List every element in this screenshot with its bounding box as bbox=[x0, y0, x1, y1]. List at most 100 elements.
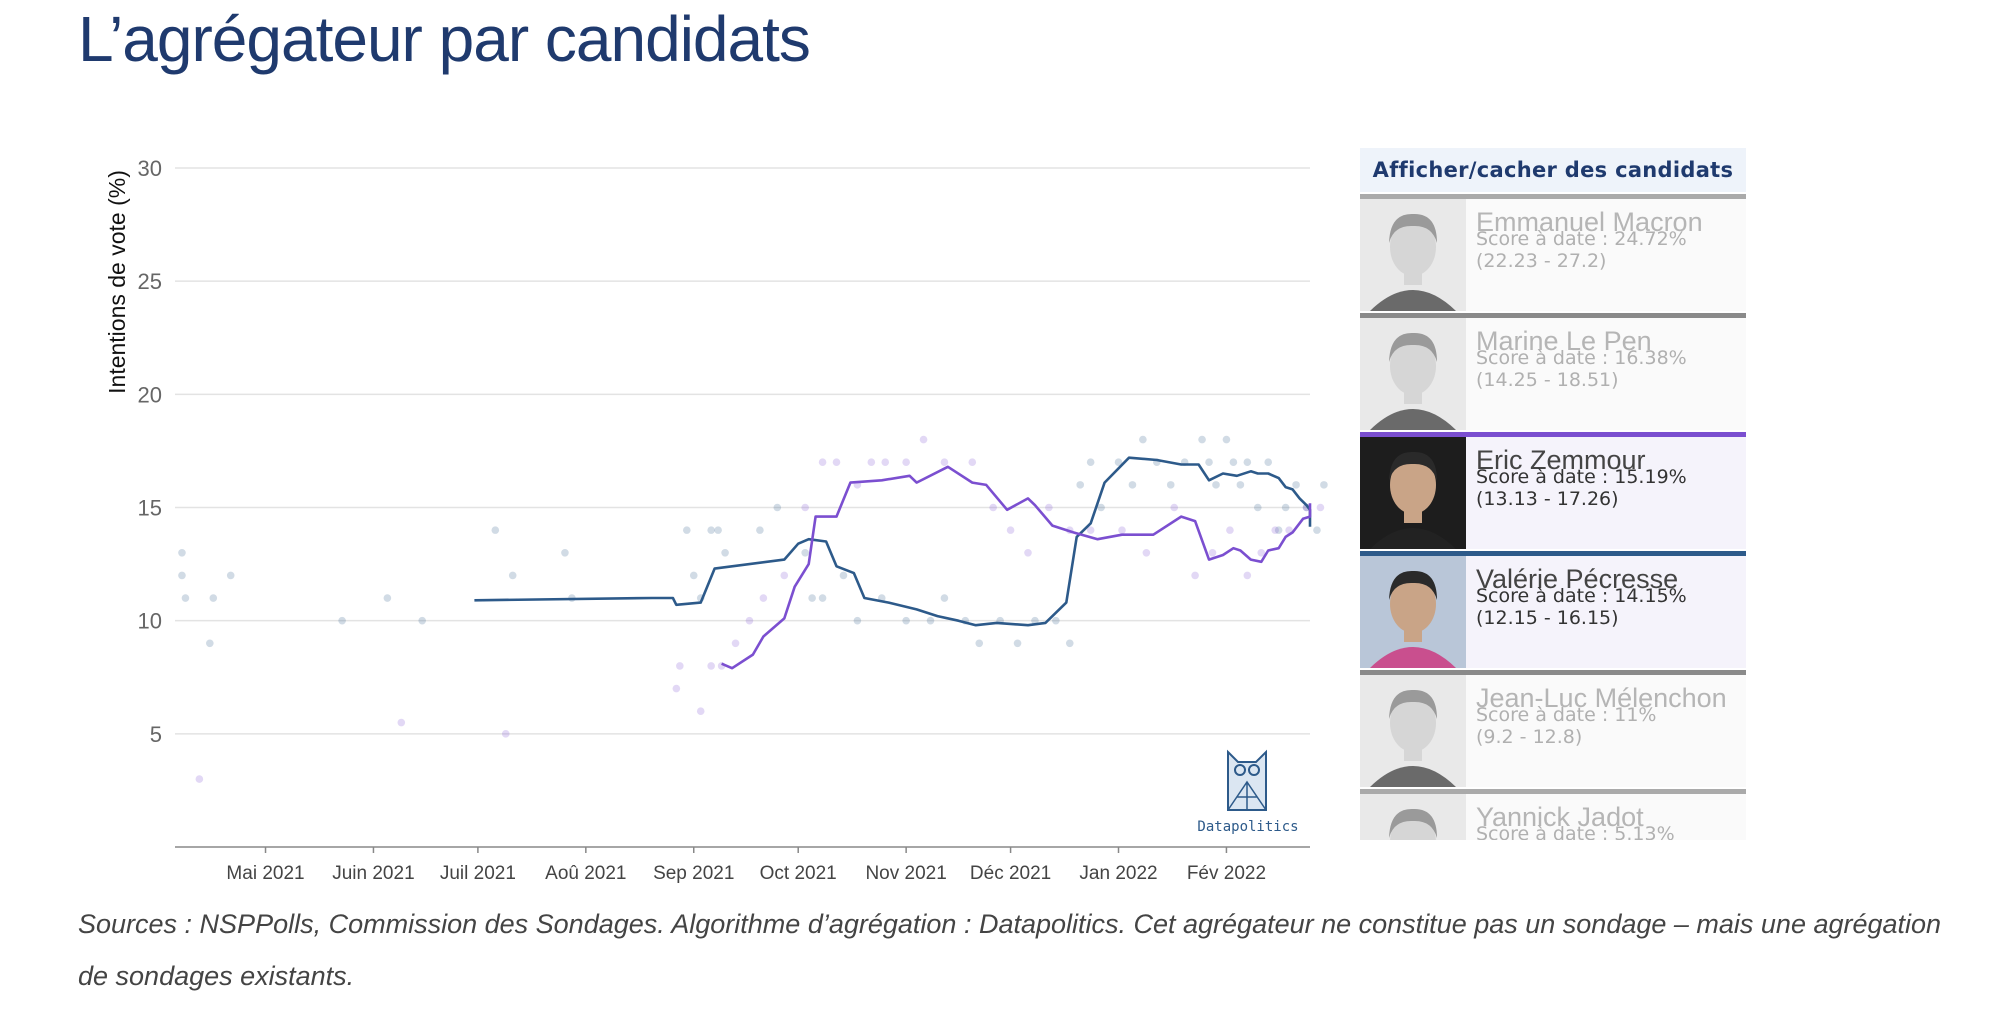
y-tick-label: 30 bbox=[138, 156, 162, 181]
pecresse-photo-icon bbox=[1360, 556, 1466, 668]
poll-point bbox=[773, 503, 782, 512]
poll-point bbox=[853, 616, 862, 625]
poll-point bbox=[1097, 503, 1105, 512]
candidate-card[interactable]: Eric Zemmour Score à date : 15.19% (13.13 … bbox=[1360, 432, 1746, 549]
x-tick-label: Oct 2021 bbox=[760, 863, 837, 884]
poll-point bbox=[714, 526, 722, 534]
poll-point bbox=[801, 548, 809, 557]
x-tick-label: Fév 2022 bbox=[1187, 863, 1266, 884]
watermark-text: Datapolitics bbox=[1197, 819, 1298, 835]
poll-point bbox=[1281, 503, 1290, 512]
vote-intention-chart: 5 10 15 20 25 30 Mai 2021 Juin 2021 Juil 2021 Ao… bbox=[104, 156, 1328, 884]
candidate-card[interactable]: Marine Le Pen Score à date : 16.38% (14.25… bbox=[1360, 313, 1746, 430]
poll-point bbox=[501, 730, 510, 738]
candidate-info: Valérie Pécresse Score à date : 14.15% (12… bbox=[1466, 556, 1746, 668]
poll-point bbox=[206, 639, 214, 648]
poll-point bbox=[1271, 526, 1279, 534]
y-tick-label: 5 bbox=[150, 722, 162, 747]
x-tick-label: Juin 2021 bbox=[332, 863, 414, 884]
poll-point bbox=[508, 571, 517, 580]
poll-point bbox=[1065, 639, 1074, 648]
poll-point bbox=[801, 503, 809, 512]
candidate-info: Marine Le Pen Score à date : 16.38% (14.25… bbox=[1466, 318, 1746, 430]
poll-point bbox=[1226, 526, 1234, 534]
poll-point bbox=[1236, 481, 1245, 489]
panel-header[interactable]: Afficher/cacher des candidats bbox=[1360, 148, 1746, 192]
poll-point bbox=[1191, 571, 1199, 580]
y-axis-ticks: 5 10 15 20 25 30 bbox=[138, 156, 162, 747]
candidate-card[interactable]: Yannick Jadot Score à date : 5.13% bbox=[1360, 789, 1746, 840]
poll-point bbox=[940, 458, 949, 467]
poll-point bbox=[561, 548, 569, 557]
candidate-range: (14.25 - 18.51) bbox=[1476, 369, 1619, 391]
macron-photo-icon bbox=[1360, 199, 1466, 311]
candidate-score: Score à date : 24.72% bbox=[1476, 228, 1687, 250]
poll-point bbox=[1128, 481, 1137, 489]
candidate-name: Jean-Luc Mélenchon bbox=[1476, 683, 1727, 713]
poll-point bbox=[1257, 548, 1266, 557]
poll-point bbox=[1222, 435, 1231, 444]
poll-point bbox=[780, 571, 789, 580]
datapolitics-logo: Datapolitics bbox=[1197, 749, 1299, 835]
poll-point bbox=[1264, 458, 1273, 467]
poll-point bbox=[1076, 481, 1085, 489]
poll-point bbox=[1198, 435, 1206, 444]
candidate-card[interactable]: Emmanuel Macron Score à date : 24.72% (22.… bbox=[1360, 194, 1746, 311]
candidate-score: Score à date : 14.15% bbox=[1476, 585, 1687, 607]
poll-point bbox=[731, 639, 740, 648]
poll-point bbox=[696, 707, 705, 715]
poll-point bbox=[181, 594, 190, 602]
poll-point bbox=[1243, 571, 1252, 580]
y-tick-label: 25 bbox=[138, 269, 162, 294]
poll-point bbox=[707, 526, 715, 534]
poll-point bbox=[1316, 503, 1325, 512]
owl-icon bbox=[1227, 749, 1267, 811]
poll-point bbox=[707, 662, 715, 670]
poll-point bbox=[759, 594, 768, 602]
melenchon-photo-icon bbox=[1360, 675, 1466, 787]
source-note: Sources : NSPPolls, Commission des Sonda… bbox=[78, 909, 1942, 991]
poll-point bbox=[989, 503, 997, 512]
poll-point bbox=[1086, 458, 1095, 467]
poll-point bbox=[1045, 503, 1053, 512]
candidate-range: (9.2 - 12.8) bbox=[1476, 726, 1583, 748]
series-line bbox=[474, 456, 1312, 627]
candidate-list: Emmanuel Macron Score à date : 24.72% (22.… bbox=[1360, 194, 1746, 840]
candidate-score: Score à date : 5.13% bbox=[1476, 823, 1675, 840]
y-tick-label: 10 bbox=[138, 609, 162, 634]
x-tick-label: Sep 2021 bbox=[653, 863, 734, 884]
poll-point bbox=[975, 639, 984, 648]
candidate-name: Valérie Pécresse bbox=[1476, 564, 1679, 594]
poll-point bbox=[1139, 435, 1147, 444]
y-tick-label: 15 bbox=[138, 496, 162, 521]
poll-point bbox=[818, 458, 827, 467]
jadot-photo-icon bbox=[1360, 794, 1466, 840]
poll-points bbox=[178, 435, 1328, 783]
candidate-card[interactable]: Valérie Pécresse Score à date : 14.15% (12… bbox=[1360, 551, 1746, 668]
poll-point bbox=[676, 662, 684, 670]
poll-point bbox=[672, 684, 681, 693]
poll-point bbox=[1212, 481, 1220, 489]
poll-point bbox=[745, 616, 754, 625]
grid bbox=[175, 167, 1310, 735]
poll-point bbox=[226, 571, 235, 580]
poll-point bbox=[902, 616, 910, 625]
candidate-name: Marine Le Pen bbox=[1476, 326, 1652, 356]
candidate-name: Eric Zemmour bbox=[1476, 445, 1646, 475]
poll-point bbox=[1086, 526, 1095, 534]
trend-lines bbox=[474, 456, 1312, 670]
candidate-score: Score à date : 11% bbox=[1476, 704, 1657, 726]
poll-point bbox=[418, 616, 426, 625]
poll-point bbox=[881, 458, 890, 467]
poll-point bbox=[919, 435, 928, 444]
poll-point bbox=[1170, 503, 1179, 512]
poll-point bbox=[839, 571, 848, 580]
x-tick-label: Aoû 2021 bbox=[545, 863, 626, 884]
candidate-card[interactable]: Jean-Luc Mélenchon Score à date : 11% (9.2… bbox=[1360, 670, 1746, 787]
poll-point bbox=[397, 718, 406, 727]
x-tick-label: Déc 2021 bbox=[970, 863, 1051, 884]
le-pen-photo-icon bbox=[1360, 318, 1466, 430]
poll-point bbox=[178, 548, 186, 557]
poll-point bbox=[756, 526, 764, 534]
poll-point bbox=[1118, 526, 1126, 534]
